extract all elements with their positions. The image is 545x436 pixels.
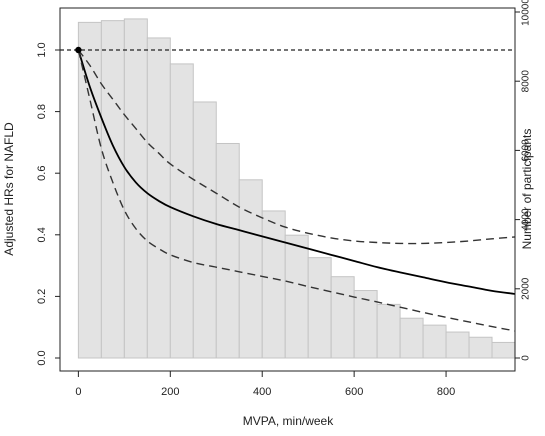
histogram-bar bbox=[192, 101, 217, 359]
reference-point bbox=[75, 46, 82, 54]
histogram-bar bbox=[376, 303, 401, 359]
x-axis-tick-label: 800 bbox=[437, 386, 455, 398]
hazard-ratio-curves bbox=[60, 49, 515, 332]
histogram-bar bbox=[261, 210, 286, 359]
histogram-bar bbox=[215, 142, 240, 359]
histogram-bar bbox=[307, 257, 332, 359]
x-axis-tick-label: 0 bbox=[75, 386, 81, 398]
histogram-bar bbox=[146, 37, 171, 359]
left-y-axis: 0.0 0.2 0.4 0.6 0.8 1.0 bbox=[36, 42, 60, 366]
left-y-tick-label: 0.8 bbox=[36, 104, 48, 119]
histogram-bar bbox=[77, 21, 102, 359]
hazard-ratio-line bbox=[77, 49, 515, 295]
histogram-bar bbox=[399, 317, 424, 359]
histogram-bar bbox=[100, 20, 125, 359]
right-y-tick-label: 10000 bbox=[521, 0, 532, 26]
right-y-tick-label: 0 bbox=[521, 355, 532, 361]
histogram-bar bbox=[491, 341, 515, 359]
right-y-tick-label: 2000 bbox=[521, 277, 532, 300]
x-axis-tick-label: 600 bbox=[345, 386, 363, 398]
left-y-tick-label: 0.2 bbox=[36, 289, 48, 304]
histogram-bar bbox=[284, 234, 309, 359]
right-y-axis: 0 2000 4000 6000 8000 10000 bbox=[515, 0, 532, 361]
histogram-bar bbox=[353, 290, 378, 359]
histogram-bar bbox=[238, 179, 263, 359]
lower-confidence-line bbox=[77, 49, 515, 332]
x-axis-title: MVPA, min/week bbox=[243, 414, 334, 428]
right-y-tick-label: 8000 bbox=[521, 70, 532, 93]
left-y-tick-label: 0.0 bbox=[36, 350, 48, 365]
x-axis-tick-label: 200 bbox=[161, 386, 179, 398]
plot-frame bbox=[59, 7, 516, 372]
histogram-bar bbox=[422, 324, 447, 359]
participant-histogram bbox=[77, 18, 515, 359]
histogram-bar bbox=[330, 276, 355, 359]
histogram-bar bbox=[468, 336, 493, 359]
x-axis-tick-label: 400 bbox=[253, 386, 271, 398]
left-y-tick-label: 0.4 bbox=[36, 227, 48, 242]
histogram-bar bbox=[123, 18, 148, 359]
reference-point-layer bbox=[75, 46, 82, 54]
left-y-axis-title: Adjusted HRs for NAFLD bbox=[2, 122, 16, 256]
right-y-axis-title: Number of participants bbox=[520, 129, 534, 250]
left-y-tick-label: 0.6 bbox=[36, 166, 48, 181]
right-y-tick-label: 4000 bbox=[521, 208, 532, 231]
histogram-bar bbox=[445, 331, 470, 359]
right-y-tick-label: 6000 bbox=[521, 139, 532, 162]
x-axis: 0 200 400 600 800 bbox=[75, 371, 455, 398]
upper-confidence-line bbox=[77, 49, 515, 245]
left-y-tick-label: 1.0 bbox=[36, 42, 48, 57]
